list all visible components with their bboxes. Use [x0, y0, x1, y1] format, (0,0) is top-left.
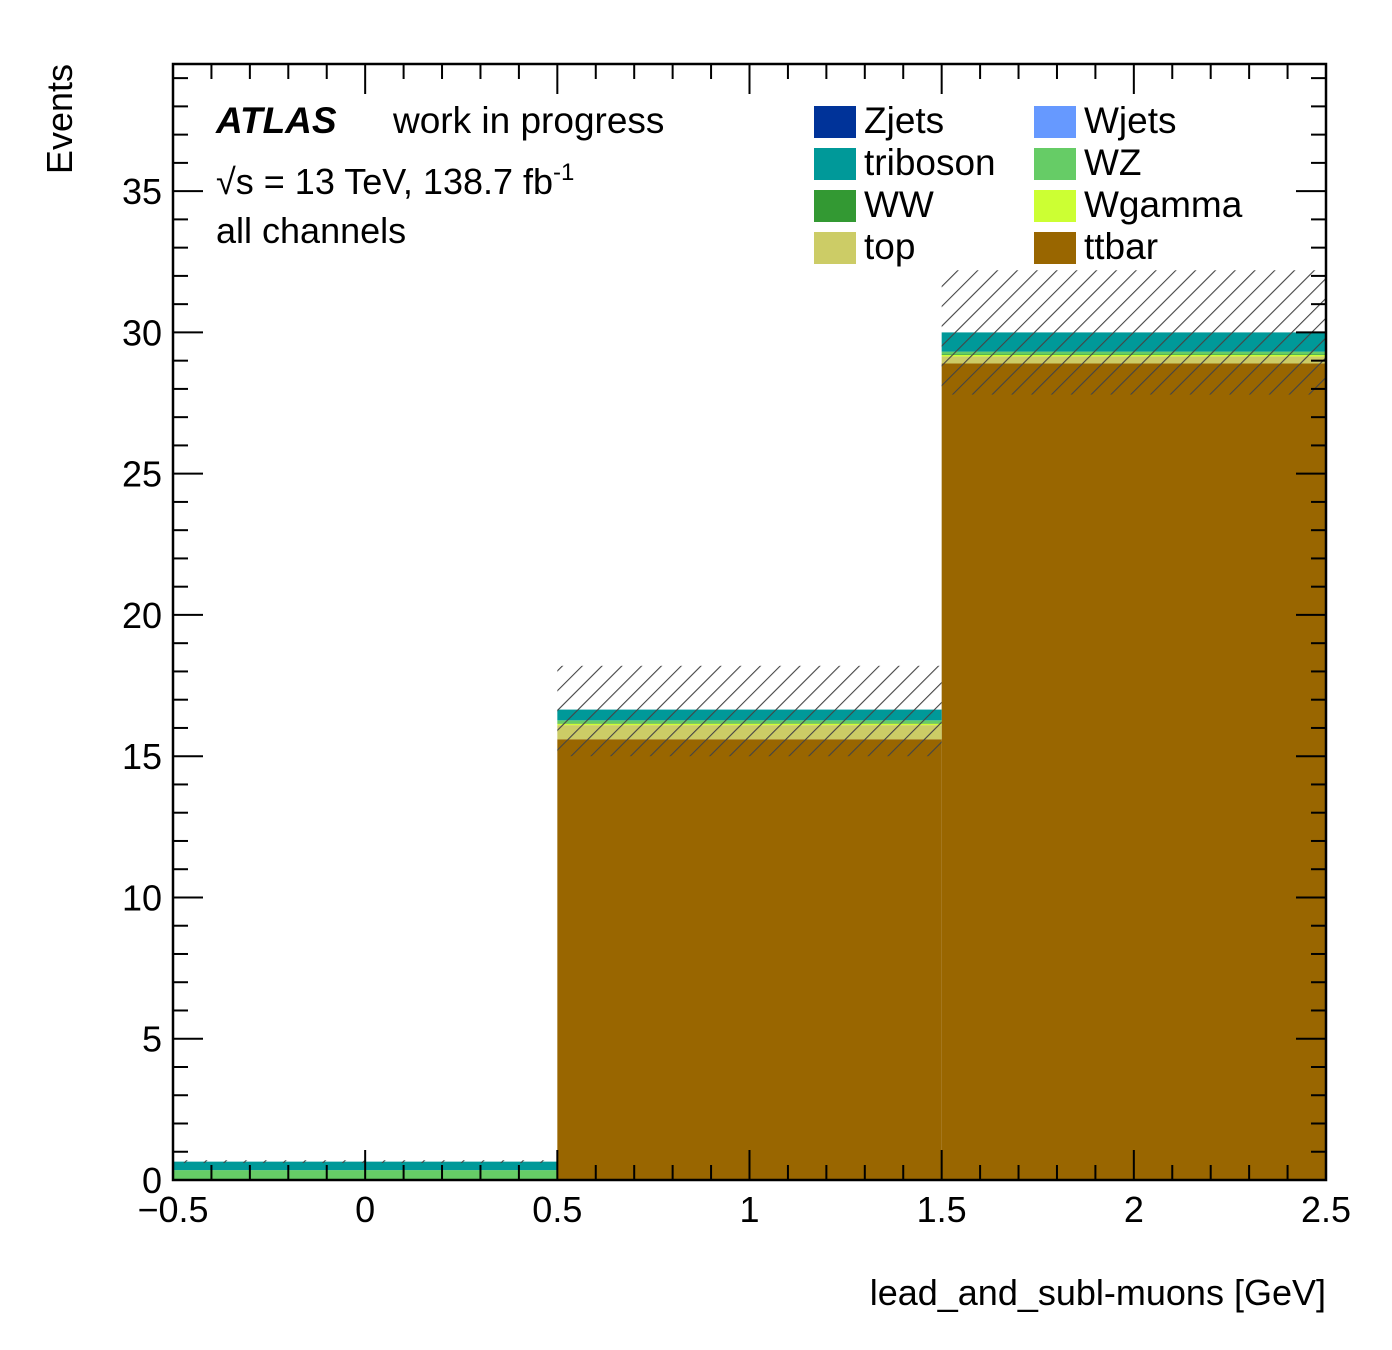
- legend-swatch-triboson: [814, 148, 856, 180]
- bar-ttbar-bin-2: [941, 363, 1326, 1181]
- sqrt-symbol: √: [216, 161, 236, 202]
- y-tick-label: 20: [122, 595, 162, 636]
- y-tick-label: 15: [122, 736, 162, 777]
- channel-label: all channels: [216, 210, 406, 251]
- legend-swatch-top: [814, 232, 856, 264]
- x-tick-label: 1.5: [917, 1189, 967, 1230]
- uncertainty-band-bin-2: [941, 270, 1326, 395]
- bar-ttbar-bin-1: [557, 739, 942, 1180]
- x-tick-label: −0.5: [137, 1189, 208, 1230]
- x-tick-label: 1: [739, 1189, 759, 1230]
- energy-lumi-label: √s = 13 TeV, 138.7 fb-1: [216, 159, 574, 202]
- axis-ticks: [172, 64, 1327, 1181]
- y-tick-label: 5: [142, 1019, 162, 1060]
- legend-label-wjets: Wjets: [1084, 100, 1177, 141]
- legend-label-triboson: triboson: [864, 142, 996, 183]
- legend-label-top: top: [864, 226, 915, 267]
- x-tick-label: 2: [1124, 1189, 1144, 1230]
- uncertainty-band-bin-1: [557, 665, 942, 757]
- y-axis-title: Events: [39, 64, 80, 174]
- legend-label-ttbar: ttbar: [1084, 226, 1158, 267]
- x-tick-label: 0: [355, 1189, 375, 1230]
- status-label: work in progress: [392, 100, 664, 141]
- legend-swatch-wgamma: [1034, 190, 1076, 222]
- legend-swatch-wjets: [1034, 106, 1076, 138]
- legend-swatch-ttbar: [1034, 232, 1076, 264]
- x-tick-label: 0.5: [532, 1189, 582, 1230]
- legend-swatch-wz: [1034, 148, 1076, 180]
- y-tick-label: 10: [122, 877, 162, 918]
- y-tick-label: 35: [122, 171, 162, 212]
- energy-text: s = 13 TeV, 138.7 fb: [236, 161, 553, 202]
- y-tick-label: 30: [122, 312, 162, 353]
- lumi-exponent: -1: [553, 159, 574, 186]
- x-tick-label: 2.5: [1301, 1189, 1351, 1230]
- legend-label-ww: WW: [864, 184, 934, 225]
- x-axis-title: lead_and_subl-muons [GeV]: [870, 1272, 1326, 1313]
- atlas-label: ATLAS: [215, 100, 337, 141]
- legend-label-wgamma: Wgamma: [1084, 184, 1243, 225]
- legend-label-wz: WZ: [1084, 142, 1142, 183]
- legend-swatch-zjets: [814, 106, 856, 138]
- y-tick-label: 25: [122, 454, 162, 495]
- legend-swatch-ww: [814, 190, 856, 222]
- legend: Zjets Wjets triboson WZ WW Wgamma top ttbar: [814, 100, 1243, 267]
- legend-label-zjets: Zjets: [864, 100, 944, 141]
- y-tick-label: 0: [142, 1160, 162, 1201]
